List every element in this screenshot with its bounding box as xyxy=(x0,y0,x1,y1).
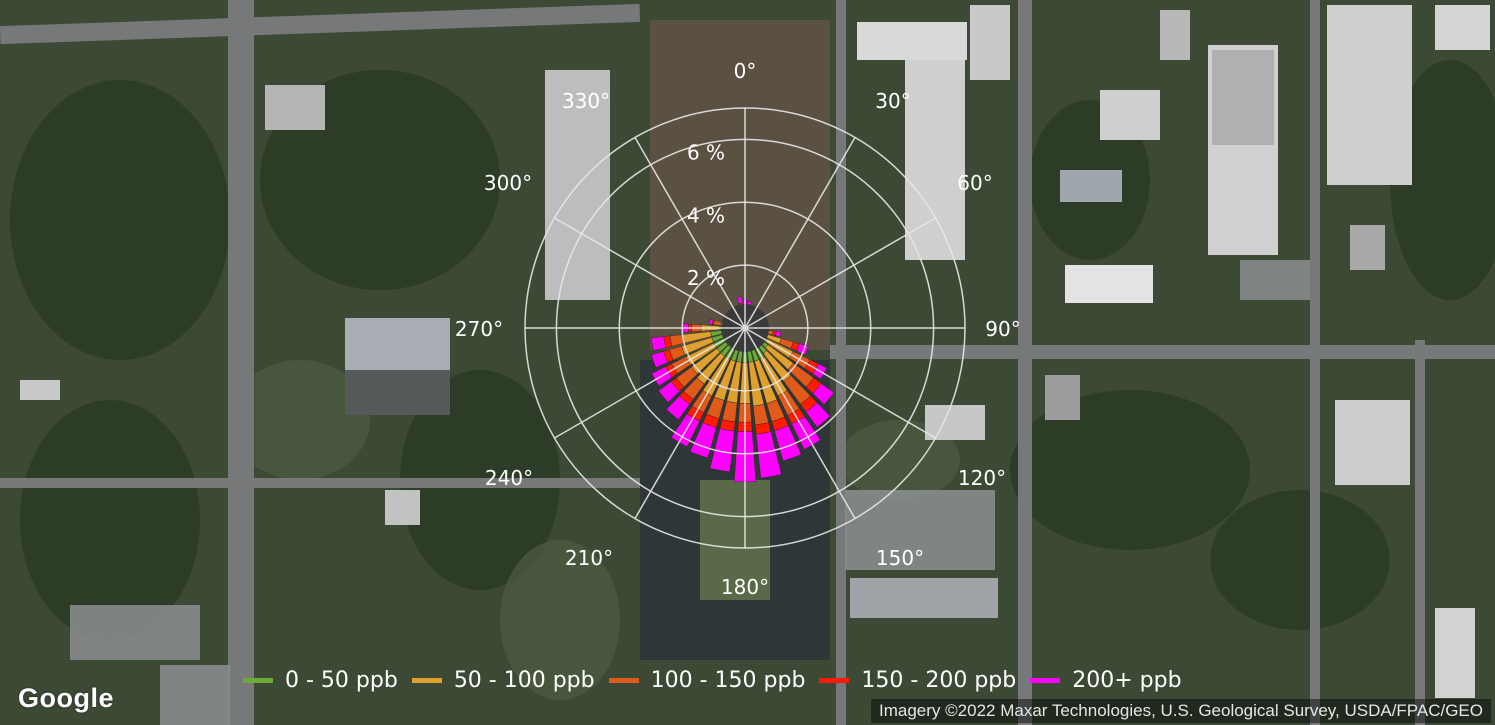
rose-bar-170-4 xyxy=(755,431,782,479)
rose-bar-220-4 xyxy=(666,395,690,420)
grid-spoke-30 xyxy=(744,137,856,329)
rose-bar-350-4 xyxy=(737,296,743,304)
percent-label-2: 6 % xyxy=(687,140,725,164)
bare-lot xyxy=(650,20,830,350)
legend-label-2: 100 - 150 ppb xyxy=(650,667,806,693)
rose-bar-280-4 xyxy=(708,319,714,325)
grid-spoke-300 xyxy=(554,217,746,329)
legend-item-1: 50 - 100 ppb xyxy=(411,667,595,693)
legend: 0 - 50 ppb 50 - 100 ppb 100 - 150 ppb 150 -… xyxy=(243,664,1182,696)
rose-bar-230-4 xyxy=(658,381,680,403)
grid-spoke-240 xyxy=(554,327,746,439)
direction-label-7: 210° xyxy=(565,546,613,570)
imagery-attribution: Imagery ©2022 Maxar Technologies, U.S. G… xyxy=(871,699,1491,723)
legend-label-0: 0 - 50 ppb xyxy=(285,667,398,693)
legend-swatch-3 xyxy=(819,677,850,683)
grid-spoke-150 xyxy=(744,327,856,519)
direction-label-0: 0° xyxy=(734,59,757,83)
legend-label-3: 150 - 200 ppb xyxy=(861,667,1017,693)
grid-spoke-210 xyxy=(634,327,746,519)
direction-label-5: 150° xyxy=(876,546,924,570)
percent-label-0: 2 % xyxy=(687,266,725,290)
direction-label-9: 270° xyxy=(455,317,503,341)
grid-spoke-120 xyxy=(744,327,936,439)
grid-spoke-60 xyxy=(744,217,936,329)
legend-item-2: 100 - 150 ppb xyxy=(608,667,806,693)
percent-label-1: 4 % xyxy=(687,203,725,227)
direction-label-1: 30° xyxy=(875,89,910,113)
rose-bar-160-4 xyxy=(774,425,802,462)
direction-label-2: 60° xyxy=(957,171,992,195)
rose-bar-190-4 xyxy=(709,428,735,472)
rose-bar-100-4 xyxy=(775,331,782,337)
grid-spoke-330 xyxy=(634,137,746,329)
legend-swatch-1 xyxy=(411,677,442,683)
legend-swatch-4 xyxy=(1030,677,1061,683)
legend-item-4: 200+ ppb xyxy=(1030,667,1182,693)
legend-swatch-2 xyxy=(608,677,639,683)
rose-bar-140-4 xyxy=(805,402,831,428)
rose-bar-260-2 xyxy=(669,334,685,347)
rose-bar-130-4 xyxy=(812,383,835,405)
legend-swatch-0 xyxy=(243,677,273,683)
parking-lots xyxy=(70,260,1310,725)
legend-label-1: 50 - 100 ppb xyxy=(453,667,595,693)
direction-label-4: 120° xyxy=(958,466,1006,490)
rose-labels: 0° 30° 60° 90° 120° 150° 180° 210° 240° 270° 300° 3… xyxy=(455,59,1021,599)
legend-label-4: 200+ ppb xyxy=(1072,667,1182,693)
rose-bar-260-4 xyxy=(651,336,666,352)
direction-label-6: 180° xyxy=(721,575,769,599)
legend-item-3: 150 - 200 ppb xyxy=(819,668,1016,693)
light-vegetation xyxy=(230,360,960,700)
rose-bar-250-4 xyxy=(651,351,668,368)
direction-label-8: 240° xyxy=(485,466,533,490)
direction-label-10: 300° xyxy=(484,171,532,195)
rose-bar-170-2 xyxy=(752,403,769,426)
rose-bar-280-2 xyxy=(713,320,721,326)
legend-item-0: 0 - 50 ppb xyxy=(243,668,398,693)
rose-bars xyxy=(651,296,835,483)
direction-label-11: 330° xyxy=(562,89,610,113)
direction-label-3: 90° xyxy=(985,317,1020,341)
rose-grid xyxy=(524,107,966,549)
google-logo: Google xyxy=(18,683,114,713)
rose-bar-190-2 xyxy=(721,400,738,422)
